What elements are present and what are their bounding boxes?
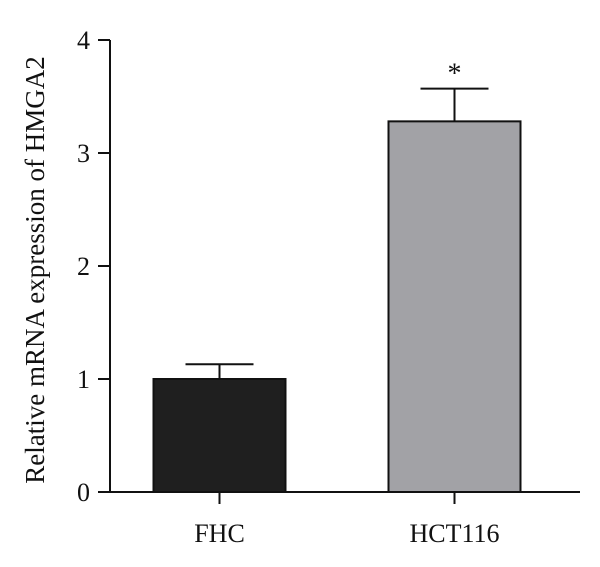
y-tick-label: 4: [77, 26, 90, 55]
bar-fhc: [152, 378, 287, 493]
category-labels: FHC HCT116: [194, 519, 499, 548]
significance-asterisk: *: [448, 59, 462, 90]
bar-hct116: [387, 120, 522, 494]
y-tick-label: 2: [77, 252, 90, 281]
x-axis: [110, 491, 580, 504]
category-label: FHC: [194, 519, 245, 548]
y-tick-label: 0: [77, 478, 90, 507]
y-tick-label: 3: [77, 139, 90, 168]
significance-markers: *: [448, 59, 462, 90]
category-label: HCT116: [409, 519, 499, 548]
y-axis-title: Relative mRNA expression of HMGA2: [20, 56, 50, 483]
bars: [152, 120, 522, 494]
y-tick-label: 1: [77, 365, 90, 394]
y-axis-title-group: Relative mRNA expression of HMGA2: [20, 56, 50, 483]
error-bars: [185, 87, 489, 379]
y-axis: 0 1 2 3 4: [77, 26, 111, 507]
